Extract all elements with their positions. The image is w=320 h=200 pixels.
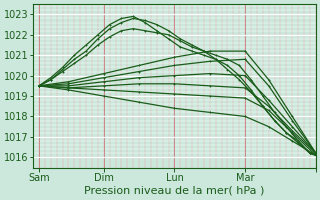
X-axis label: Pression niveau de la mer( hPa ): Pression niveau de la mer( hPa )	[84, 186, 265, 196]
